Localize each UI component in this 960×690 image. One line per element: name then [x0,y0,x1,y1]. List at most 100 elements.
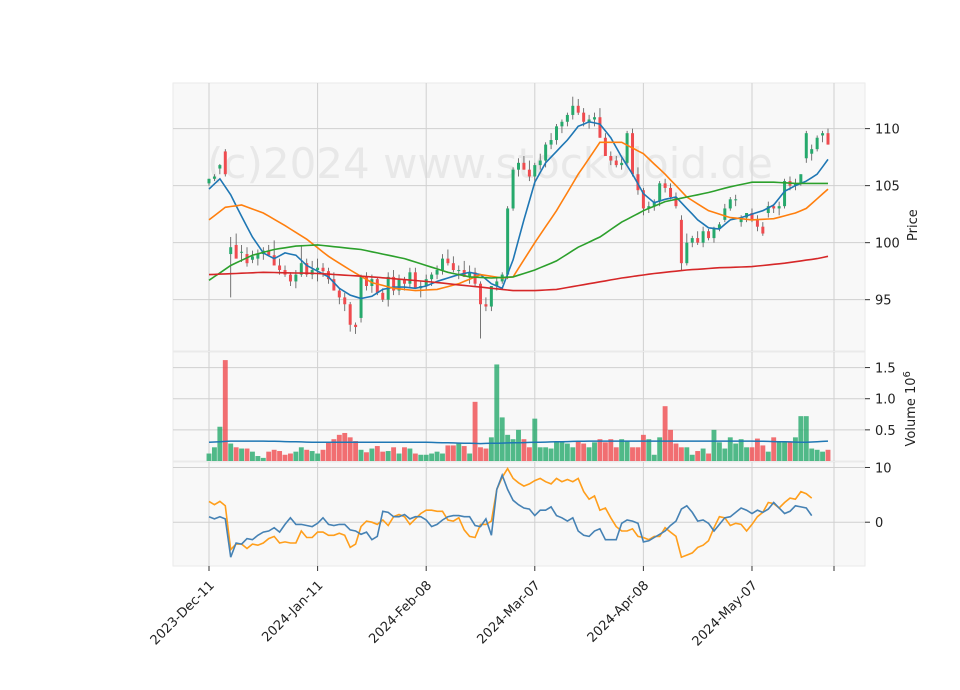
candle-body [440,258,444,271]
indicator-tick-label: 0 [875,516,883,531]
price-tick-label: 105 [875,180,900,195]
volume-bar [564,443,570,461]
candle-body [663,183,667,188]
candle-body [267,250,271,256]
candle-body [777,206,781,209]
candle-body [625,133,629,163]
candle-body [207,178,211,184]
volume-bar [765,451,771,461]
volume-bar [450,445,456,461]
volume-bar [678,447,684,461]
volume-bar [619,439,625,461]
volume-bar [429,453,435,461]
candle-body [484,304,488,307]
volume-bar [803,416,809,461]
candle-body [696,238,700,243]
date-tick-label: 2024-Jan-11 [259,578,326,645]
candle-body [826,133,830,145]
volume-bar [630,447,635,461]
volume-bar [364,452,369,461]
volume-bar [396,453,402,461]
volume-bar [418,454,424,461]
volume-bar [559,442,565,461]
indicator-line-1 [208,467,813,559]
volume-bar [662,406,668,461]
volume-bar [488,437,494,461]
volume-bar [342,432,348,461]
candle-body [783,181,787,207]
volume-bar [407,448,413,461]
price-tick-label: 95 [875,294,892,309]
candle-body [799,174,803,184]
candle-body [288,274,292,282]
volume-bar [412,453,418,461]
date-tick-label: 2024-Feb-08 [366,578,435,647]
candle-body [620,162,624,166]
candle-body [810,149,814,154]
volume-bar [526,447,532,461]
candle-body [674,197,678,207]
volume-bar [461,446,467,461]
volume-bar [727,437,733,461]
candle-body [804,133,808,159]
candle-body [821,133,825,136]
volume-bar [445,445,451,461]
candle-body [321,267,325,272]
volume-bar [510,439,516,461]
date-tick-label: 2024-Apr-08 [585,578,652,645]
volume-bar [374,446,380,461]
candle-body [707,231,711,239]
volume-bar [537,447,543,461]
volume-bar [391,447,397,461]
volume-bar [304,449,310,461]
volume-bar [211,447,217,461]
volume-bar [217,426,223,461]
volume-bar [749,447,755,461]
volume-bar [456,443,462,461]
volume-bar [369,448,375,461]
volume-bar [271,449,277,461]
candle-body [565,114,569,122]
candle-body [473,272,477,284]
candle-body [555,126,559,141]
candle-body [717,224,721,229]
candle-body [641,190,645,209]
candle-body [549,140,553,145]
volume-bar [635,447,641,461]
candle-body [408,272,412,284]
candle-body [446,258,450,264]
volume-bar [744,447,749,461]
candle-body [305,263,309,275]
candle-body [772,206,776,209]
candle-body [522,162,526,170]
candle-body [240,251,244,253]
candle-body [609,155,613,161]
volume-bar [282,454,288,461]
candle-body [310,270,314,275]
volume-bar [505,434,511,461]
candle-body [234,244,238,259]
price-tick-label: 100 [875,237,900,252]
volume-bar [320,449,326,461]
candle-body [533,165,537,177]
candle-body [614,160,618,166]
volume-bar [754,438,760,461]
volume-bar [760,445,766,461]
volume-bar [467,453,473,461]
volume-bar [239,448,245,461]
candle-body [326,271,330,280]
volume-bar [532,418,538,461]
watermark-text: (c)2024 www.stockoloid.de [207,139,773,188]
candle-body [701,231,705,243]
volume-bar [326,442,331,461]
candle-body [212,176,216,179]
volume-bar [293,451,299,461]
volume-bar [575,441,581,461]
volume-bar [309,451,315,461]
volume-bar [624,441,630,461]
price-panel-bg [172,82,866,352]
candle-body [468,272,472,277]
candle-body [506,208,510,275]
indicator-line-2 [208,472,813,558]
volume-bar [358,449,364,461]
